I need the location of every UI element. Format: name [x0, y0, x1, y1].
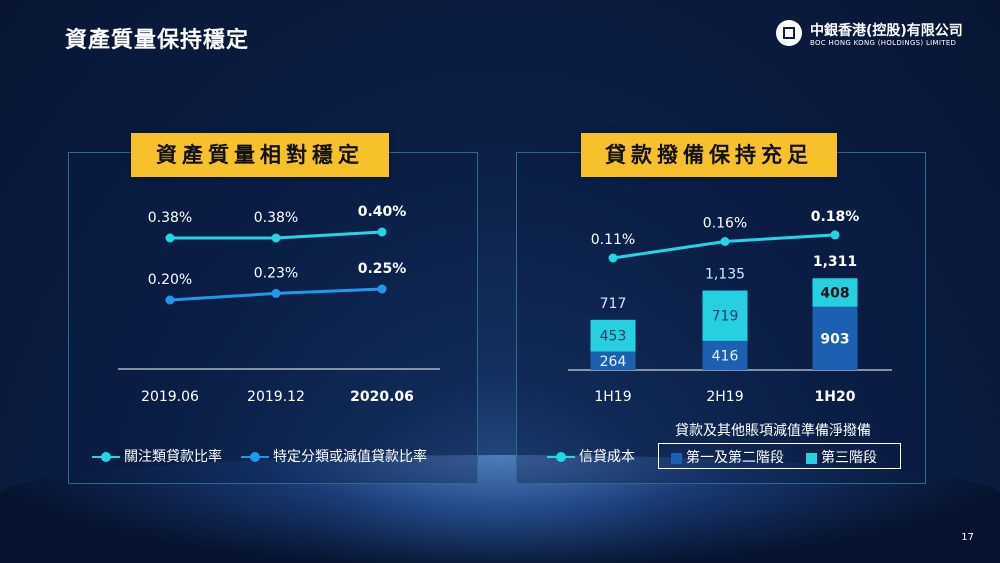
x-tick-label: 1H19: [594, 389, 631, 405]
bar-stage3: [590, 319, 636, 352]
asset-quality-panel: [68, 152, 478, 484]
credit-cost-point: [720, 237, 730, 246]
data-point: [271, 288, 281, 298]
x-tick-label: 1H20: [815, 389, 856, 405]
credit-cost-point: [830, 230, 840, 240]
legend-stage12-label: 第一及第二階段: [686, 450, 784, 466]
legend-impaired-ratio: 特定分類或減值貸款比率: [241, 446, 427, 466]
bar-value-stage12: 416: [712, 348, 739, 364]
bar-value-stage12: 264: [600, 354, 627, 370]
logo-name-cn: 中銀香港(控股)有限公司: [810, 23, 963, 39]
bar-value-stage3: 719: [712, 309, 739, 325]
boc-emblem-icon: [776, 20, 802, 46]
data-point: [271, 233, 281, 243]
slide-title: 資產質量保持穩定: [65, 28, 250, 53]
bar-value-stage12: 903: [820, 331, 849, 347]
company-logo: 中銀香港(控股)有限公司 BOC HONG KONG (HOLDINGS) LI…: [776, 18, 976, 52]
credit-cost-label: 0.16%: [703, 216, 747, 232]
legend-square-icon: [806, 452, 817, 464]
bar-total-label: 1,135: [705, 267, 745, 283]
x-tick-label: 2020.06: [350, 389, 414, 405]
bar-stage3: [702, 290, 748, 341]
asset-quality-banner: 資產質量相對穩定: [131, 133, 389, 177]
legend-line-marker-icon: [547, 452, 575, 462]
data-point: [165, 295, 175, 305]
bar-stage3: [812, 278, 858, 307]
legend-line-marker-icon: [241, 452, 269, 462]
legend-attention-label: 關注類貸款比率: [124, 449, 222, 465]
bar-stage12: [812, 306, 858, 370]
credit-cost-label: 0.18%: [811, 209, 860, 225]
legend-stage3-label: 第三階段: [821, 450, 877, 466]
provision-legend-title: 貸款及其他賬項減值準備淨撥備: [675, 423, 871, 439]
bar-total-label: 717: [600, 296, 627, 312]
legend-stage12: 第一及第二階段: [671, 447, 784, 467]
earth-cityscape-background: [0, 455, 1000, 563]
x-tick-label: 2019.12: [247, 389, 305, 405]
logo-name-en: BOC HONG KONG (HOLDINGS) LIMITED: [810, 39, 957, 47]
data-point: [165, 233, 175, 243]
bar-stage12: [590, 351, 636, 370]
legend-credit-cost-label: 信貸成本: [579, 449, 635, 465]
legend-credit-cost: 信貸成本: [547, 446, 635, 466]
legend-impaired-label: 特定分類或減值貸款比率: [273, 449, 427, 465]
bar-value-stage3: 408: [820, 286, 849, 302]
data-label: 0.23%: [254, 265, 298, 281]
data-label: 0.38%: [254, 210, 298, 226]
credit-cost-label: 0.11%: [591, 232, 635, 248]
legend-attention-ratio: 關注類貸款比率: [92, 446, 222, 466]
legend-line-marker-icon: [92, 452, 120, 462]
bar-total-label: 1,311: [813, 254, 857, 270]
data-point: [377, 284, 387, 294]
x-tick-label: 2019.06: [141, 389, 199, 405]
bar-value-stage3: 453: [600, 329, 627, 345]
data-label: 0.38%: [148, 210, 192, 226]
data-label: 0.20%: [148, 272, 192, 288]
provision-legend-box: 第一及第二階段 第三階段: [658, 443, 901, 469]
credit-cost-point: [608, 253, 618, 263]
data-label: 0.25%: [358, 261, 407, 277]
data-label: 0.40%: [358, 204, 407, 220]
x-tick-label: 2H19: [706, 389, 743, 405]
data-point: [377, 227, 387, 237]
legend-square-icon: [671, 452, 682, 464]
legend-stage3: 第三階段: [806, 447, 877, 467]
bar-stage12: [702, 340, 748, 370]
loan-provision-banner: 貸款撥備保持充足: [581, 133, 837, 177]
page-number: 17: [961, 532, 974, 543]
